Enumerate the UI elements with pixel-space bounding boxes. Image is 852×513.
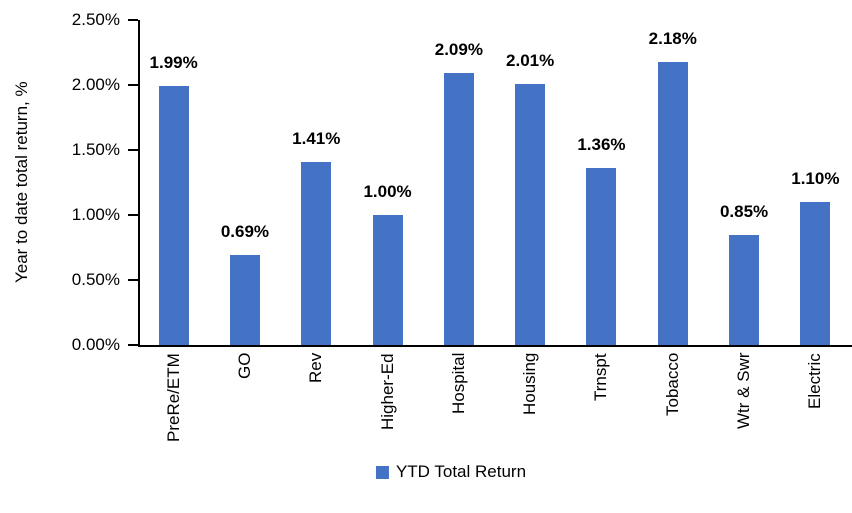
legend-label: YTD Total Return [395, 462, 527, 481]
bar-value-label: 0.69% [220, 222, 270, 242]
y-tick-label: 0.00% [71, 335, 120, 354]
bar-rev [301, 161, 332, 345]
y-tick-mark [128, 84, 138, 86]
category-label: Wtr & Swr [734, 353, 754, 430]
bar-higher-ed [372, 215, 403, 345]
bar-housing [515, 83, 546, 345]
legend: YTD Total Return [375, 462, 527, 482]
y-tick-label: 1.50% [71, 140, 120, 159]
bar-value-label: 0.85% [719, 201, 769, 221]
bar-wtr-swr [729, 234, 760, 345]
bar-trnspt [586, 168, 617, 345]
x-axis-line [138, 345, 852, 347]
y-tick-mark [128, 214, 138, 216]
bar-go [229, 255, 260, 345]
y-tick-label: 0.50% [71, 270, 120, 289]
legend-swatch-icon [375, 465, 389, 479]
y-tick-mark [128, 19, 138, 21]
bar-value-label: 1.41% [292, 128, 341, 148]
y-tick-label: 2.50% [71, 10, 120, 29]
category-label: Tobacco [662, 353, 682, 417]
bar-value-label: 2.18% [648, 28, 697, 48]
category-label: Electric [805, 353, 825, 409]
y-tick-label: 1.00% [71, 205, 120, 224]
category-label: Rev [306, 353, 326, 384]
y-tick-mark [128, 149, 138, 151]
bar-prere-etm [158, 86, 189, 345]
bar-electric [800, 202, 831, 345]
category-label: PreRe/ETM [163, 353, 183, 442]
bar-hospital [443, 73, 474, 345]
bar-value-label: 1.00% [363, 182, 412, 201]
bar-value-label: 1.10% [791, 169, 840, 188]
category-label: GO [234, 353, 254, 380]
category-label: Trnspt [591, 353, 611, 401]
y-tick-label: 2.00% [71, 75, 120, 94]
y-axis-title: Year to date total return, % [12, 81, 31, 284]
bar-value-label: 1.36% [577, 135, 626, 155]
y-axis-line [138, 20, 140, 347]
y-tick-mark [128, 279, 138, 281]
bar-value-label: 2.09% [434, 40, 483, 60]
bar-value-label: 1.99% [149, 53, 198, 73]
bar-value-label: 2.01% [506, 50, 555, 70]
y-tick-mark [128, 344, 138, 346]
bar-tobacco [657, 61, 688, 345]
